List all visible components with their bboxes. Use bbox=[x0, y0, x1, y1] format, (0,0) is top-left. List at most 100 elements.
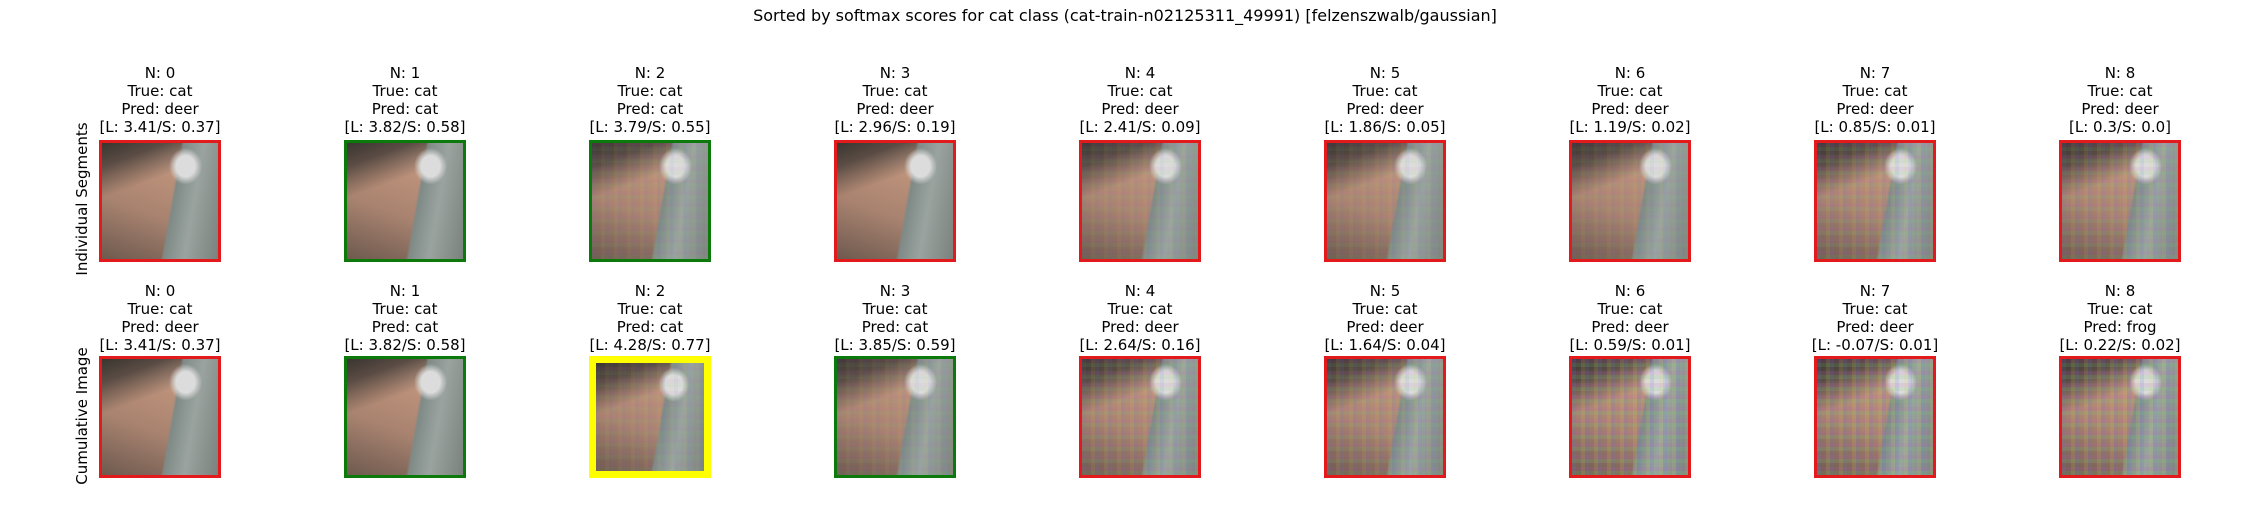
panel-caption-pred: Pred: deer bbox=[1591, 318, 1669, 336]
image-frame bbox=[1079, 356, 1201, 478]
panel-caption-true: True: cat bbox=[617, 300, 683, 318]
panel-caption-pred: Pred: cat bbox=[371, 100, 439, 118]
panel-caption-pred: Pred: deer bbox=[856, 100, 934, 118]
image-frame bbox=[344, 356, 466, 478]
panel-caption-pred: Pred: cat bbox=[861, 318, 929, 336]
panel: N: 0 True: cat Pred: deer [L: 3.41/S: 0.37] bbox=[70, 282, 250, 478]
panel-caption-score: [L: 3.79/S: 0.55] bbox=[589, 118, 711, 136]
cat-image bbox=[592, 143, 708, 259]
panel-caption-n: N: 7 bbox=[1859, 282, 1891, 300]
panel-caption-true: True: cat bbox=[1597, 300, 1663, 318]
cat-image bbox=[347, 143, 463, 259]
panel-caption-score: [L: -0.07/S: 0.01] bbox=[1811, 336, 1939, 354]
panel-caption-pred: Pred: deer bbox=[121, 100, 199, 118]
panel-caption-score: [L: 1.19/S: 0.02] bbox=[1569, 118, 1691, 136]
panel-caption-true: True: cat bbox=[1842, 300, 1908, 318]
panel-caption-true: True: cat bbox=[1352, 300, 1418, 318]
image-frame bbox=[1079, 140, 1201, 262]
image-frame bbox=[834, 140, 956, 262]
panel-caption-n: N: 5 bbox=[1369, 282, 1401, 300]
image-frame bbox=[589, 356, 711, 478]
image-frame bbox=[834, 356, 956, 478]
panel-caption-pred: Pred: deer bbox=[1836, 318, 1914, 336]
cat-image bbox=[347, 359, 463, 475]
image-frame bbox=[2059, 140, 2181, 262]
panel-caption-score: [L: 3.41/S: 0.37] bbox=[99, 336, 221, 354]
panel-caption-score: [L: 3.41/S: 0.37] bbox=[99, 118, 221, 136]
panel-caption-true: True: cat bbox=[1597, 82, 1663, 100]
image-frame bbox=[1324, 140, 1446, 262]
panel-caption-score: [L: 3.82/S: 0.58] bbox=[344, 336, 466, 354]
panel-caption-n: N: 0 bbox=[144, 282, 176, 300]
panel: N: 7 True: cat Pred: deer [L: -0.07/S: 0.01… bbox=[1785, 282, 1965, 478]
panel-caption-true: True: cat bbox=[127, 82, 193, 100]
panel-caption-true: True: cat bbox=[2087, 300, 2153, 318]
image-frame bbox=[99, 140, 221, 262]
panel-caption-score: [L: 3.85/S: 0.59] bbox=[834, 336, 956, 354]
panel: N: 8 True: cat Pred: frog [L: 0.22/S: 0.02] bbox=[2030, 282, 2210, 478]
panel-caption-pred: Pred: deer bbox=[121, 318, 199, 336]
image-frame bbox=[2059, 356, 2181, 478]
panel-caption-true: True: cat bbox=[862, 82, 928, 100]
panel-caption-pred: Pred: deer bbox=[1346, 318, 1424, 336]
image-frame bbox=[1569, 140, 1691, 262]
panel-caption-score: [L: 0.3/S: 0.0] bbox=[2069, 118, 2171, 136]
cat-image bbox=[1817, 359, 1933, 475]
panel-caption-n: N: 7 bbox=[1859, 64, 1891, 82]
panel-caption-n: N: 3 bbox=[879, 282, 911, 300]
cat-image bbox=[837, 359, 953, 475]
panel-caption-pred: Pred: frog bbox=[2083, 318, 2157, 336]
panel: N: 5 True: cat Pred: deer [L: 1.86/S: 0.05] bbox=[1295, 64, 1475, 262]
figure-title: Sorted by softmax scores for cat class (… bbox=[753, 6, 1497, 25]
panel-caption-pred: Pred: cat bbox=[616, 318, 684, 336]
panel-caption-true: True: cat bbox=[372, 300, 438, 318]
panel-caption-pred: Pred: deer bbox=[1346, 100, 1424, 118]
cat-image bbox=[2062, 143, 2178, 259]
image-frame bbox=[1814, 140, 1936, 262]
panel: N: 0 True: cat Pred: deer [L: 3.41/S: 0.37] bbox=[70, 64, 250, 262]
panel-caption-true: True: cat bbox=[617, 82, 683, 100]
panel-caption-pred: Pred: deer bbox=[1836, 100, 1914, 118]
panel: N: 1 True: cat Pred: cat [L: 3.82/S: 0.58] bbox=[315, 64, 495, 262]
image-frame bbox=[1569, 356, 1691, 478]
panel-caption-true: True: cat bbox=[372, 82, 438, 100]
panel-caption-n: N: 2 bbox=[634, 64, 666, 82]
cat-image bbox=[102, 143, 218, 259]
image-frame bbox=[1324, 356, 1446, 478]
panel-caption-pred: Pred: deer bbox=[1101, 100, 1179, 118]
cat-image bbox=[1572, 359, 1688, 475]
panel-caption-n: N: 1 bbox=[389, 282, 421, 300]
panel-caption-score: [L: 2.41/S: 0.09] bbox=[1079, 118, 1201, 136]
panel-caption-true: True: cat bbox=[127, 300, 193, 318]
panel-caption-pred: Pred: deer bbox=[2081, 100, 2159, 118]
panel-caption-pred: Pred: cat bbox=[616, 100, 684, 118]
panel-caption-n: N: 5 bbox=[1369, 64, 1401, 82]
cat-image bbox=[1327, 359, 1443, 475]
panel-caption-n: N: 0 bbox=[144, 64, 176, 82]
panel-caption-score: [L: 3.82/S: 0.58] bbox=[344, 118, 466, 136]
cat-image bbox=[837, 143, 953, 259]
panel-caption-true: True: cat bbox=[1352, 82, 1418, 100]
panel: N: 4 True: cat Pred: deer [L: 2.41/S: 0.09] bbox=[1050, 64, 1230, 262]
panel-caption-true: True: cat bbox=[1842, 82, 1908, 100]
panel-caption-true: True: cat bbox=[862, 300, 928, 318]
image-frame bbox=[589, 140, 711, 262]
panel: N: 6 True: cat Pred: deer [L: 0.59/S: 0.01] bbox=[1540, 282, 1720, 478]
panel: N: 8 True: cat Pred: deer [L: 0.3/S: 0.0] bbox=[2030, 64, 2210, 262]
cat-image bbox=[1817, 143, 1933, 259]
cat-image bbox=[1327, 143, 1443, 259]
panel-caption-n: N: 6 bbox=[1614, 282, 1646, 300]
cat-image bbox=[1082, 359, 1198, 475]
image-frame bbox=[344, 140, 466, 262]
panel: N: 3 True: cat Pred: cat [L: 3.85/S: 0.59] bbox=[805, 282, 985, 478]
panel-caption-n: N: 2 bbox=[634, 282, 666, 300]
panel: N: 2 True: cat Pred: cat [L: 3.79/S: 0.55] bbox=[560, 64, 740, 262]
panel-caption-n: N: 8 bbox=[2104, 282, 2136, 300]
panel-caption-score: [L: 0.22/S: 0.02] bbox=[2059, 336, 2181, 354]
panel-caption-n: N: 6 bbox=[1614, 64, 1646, 82]
image-frame bbox=[99, 356, 221, 478]
panel: N: 7 True: cat Pred: deer [L: 0.85/S: 0.01] bbox=[1785, 64, 1965, 262]
panel: N: 3 True: cat Pred: deer [L: 2.96/S: 0.19] bbox=[805, 64, 985, 262]
panel-caption-pred: Pred: deer bbox=[1591, 100, 1669, 118]
panel: N: 2 True: cat Pred: cat [L: 4.28/S: 0.77] bbox=[560, 282, 740, 478]
